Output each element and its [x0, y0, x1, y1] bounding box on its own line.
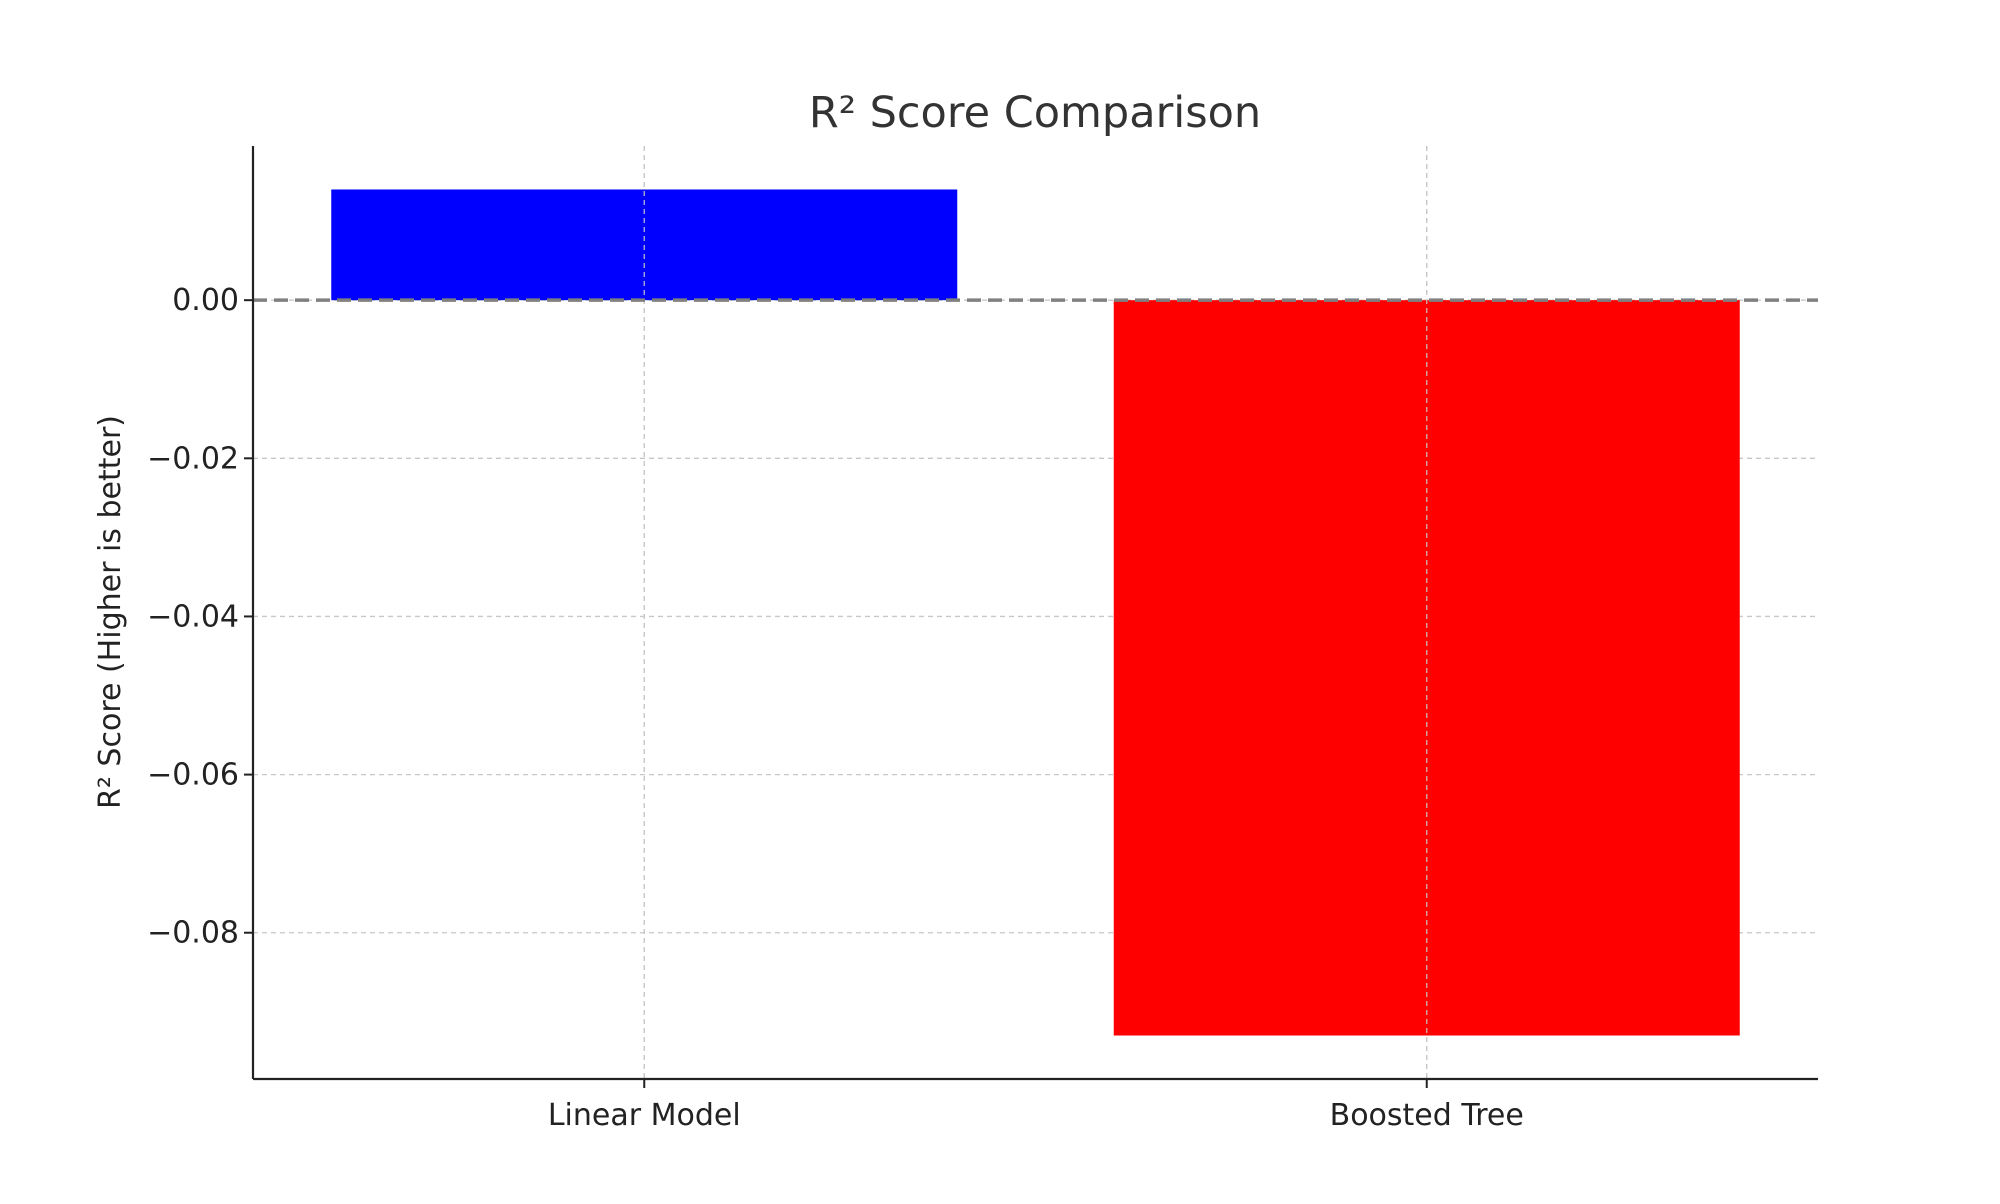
y-tick-label-2: −0.04: [147, 599, 239, 634]
chart-title: R² Score Comparison: [809, 88, 1261, 138]
x-tick-label-0: Linear Model: [548, 1098, 741, 1133]
x-tick-label-1: Boosted Tree: [1330, 1098, 1524, 1133]
bars: [331, 146, 1740, 1079]
y-ticks: 0.00 −0.02 −0.04 −0.06 −0.08: [147, 283, 253, 951]
y-tick-label-4: −0.08: [147, 916, 239, 951]
y-tick-label-3: −0.06: [147, 758, 239, 793]
y-tick-label-0: 0.00: [172, 283, 239, 318]
x-ticks: Linear Model Boosted Tree: [548, 1079, 1524, 1133]
y-axis-title: R² Score (Higher is better): [93, 415, 128, 809]
y-tick-label-1: −0.02: [147, 441, 239, 476]
axes: [251, 146, 1818, 1081]
